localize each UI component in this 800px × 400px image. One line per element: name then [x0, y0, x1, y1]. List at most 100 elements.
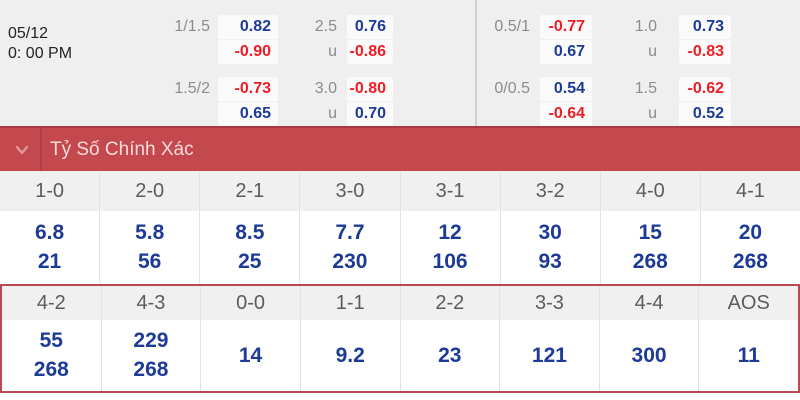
- score-column: 2-1 8.5 25: [200, 171, 301, 284]
- odds-value[interactable]: 9.2: [335, 343, 365, 367]
- score-odds-cell[interactable]: 12 106: [400, 211, 500, 284]
- score-label: 4-1: [700, 171, 800, 211]
- odds-value[interactable]: 14: [238, 343, 263, 367]
- odds-value[interactable]: 8.5: [235, 221, 265, 244]
- odds-line-label: u: [328, 105, 337, 122]
- odds-value[interactable]: 268: [732, 250, 768, 273]
- score-odds-cell[interactable]: 23: [400, 320, 500, 391]
- score-odds-cell[interactable]: 8.5 25: [200, 211, 300, 284]
- odds-value[interactable]: 5.8: [135, 221, 165, 244]
- score-column: 3-0 7.7 230: [300, 171, 401, 284]
- score-odds-cell[interactable]: 300: [599, 320, 699, 391]
- correct-score-table-bottom: 4-2 55 268 4-3 229 268 0-0 14 1-1 9.2: [2, 286, 798, 391]
- odds-value[interactable]: 0.76: [347, 15, 393, 39]
- odds-value[interactable]: 56: [138, 250, 162, 273]
- score-label: 1-0: [0, 171, 100, 211]
- odds-value[interactable]: 15: [638, 221, 662, 244]
- odds-value[interactable]: 0.70: [347, 102, 393, 126]
- match-time: 0: 00 PM: [8, 45, 73, 62]
- score-column: 4-3 229 268: [101, 286, 202, 391]
- odds-value[interactable]: 21: [37, 250, 62, 273]
- odds-value[interactable]: 300: [631, 343, 667, 367]
- score-column: 1-1 9.2: [300, 286, 401, 391]
- score-label: 3-0: [300, 171, 400, 211]
- score-column: 4-2 55 268: [2, 286, 102, 391]
- score-odds-cell[interactable]: 55 268: [2, 320, 101, 391]
- odds-value[interactable]: 0.67: [540, 40, 592, 64]
- odds-row: 0.65: [148, 102, 278, 126]
- odds-value[interactable]: 0.65: [218, 102, 278, 126]
- odds-row: 2.5 0.76: [297, 15, 393, 39]
- odds-value[interactable]: 0.82: [218, 15, 278, 39]
- odds-value[interactable]: 0.52: [679, 102, 731, 126]
- odds-line-label: 0/0.5: [494, 80, 530, 97]
- odds-value[interactable]: 229: [133, 329, 169, 352]
- odds-value[interactable]: 20: [738, 221, 763, 244]
- odds-row: 0/0.5 0.54: [468, 77, 592, 101]
- odds-value[interactable]: -0.80: [347, 77, 393, 101]
- score-odds-cell[interactable]: 7.7 230: [300, 211, 400, 284]
- section-header-correct-score[interactable]: Tỷ Số Chính Xác: [0, 126, 800, 171]
- odds-value[interactable]: 268: [133, 358, 169, 381]
- odds-value[interactable]: 12: [438, 221, 462, 244]
- score-column: 0-0 14: [201, 286, 301, 391]
- odds-column-over-under-full: 2.5 0.76 u -0.86 3.0 -0.80 u 0.70: [297, 15, 393, 127]
- odds-value[interactable]: 0.54: [540, 77, 592, 101]
- score-label: 2-0: [100, 171, 200, 211]
- score-odds-cell[interactable]: 9.2: [300, 320, 400, 391]
- odds-value[interactable]: 0.73: [679, 15, 731, 39]
- section-title: Tỷ Số Chính Xác: [50, 138, 194, 160]
- odds-value[interactable]: 11: [737, 343, 760, 367]
- chevron-down-icon[interactable]: [13, 141, 31, 159]
- section-bar-divider: [40, 128, 42, 171]
- odds-value[interactable]: -0.83: [679, 40, 731, 64]
- odds-value[interactable]: 121: [531, 343, 567, 367]
- odds-line-label: 1.0: [634, 18, 657, 35]
- score-odds-cell[interactable]: 121: [500, 320, 599, 391]
- odds-value[interactable]: -0.73: [218, 77, 278, 101]
- odds-value[interactable]: 230: [332, 250, 368, 273]
- score-odds-cell[interactable]: 11: [699, 320, 798, 391]
- score-column: AOS 11: [699, 286, 798, 391]
- odds-value[interactable]: 55: [39, 329, 63, 352]
- odds-value[interactable]: 6.8: [34, 221, 65, 244]
- odds-value[interactable]: -0.86: [347, 40, 393, 64]
- odds-row: 0.67: [468, 40, 592, 64]
- score-label: AOS: [699, 286, 798, 320]
- odds-line-label: 1.5: [634, 80, 657, 97]
- odds-value[interactable]: 25: [238, 250, 262, 273]
- odds-value[interactable]: 268: [33, 358, 69, 381]
- score-odds-cell[interactable]: 30 93: [500, 211, 600, 284]
- score-odds-cell[interactable]: 6.8 21: [0, 211, 100, 284]
- odds-line-label: u: [648, 105, 657, 122]
- score-odds-cell[interactable]: 14: [201, 320, 300, 391]
- odds-value[interactable]: 30: [538, 221, 562, 244]
- score-label: 4-2: [2, 286, 101, 320]
- score-label: 3-3: [500, 286, 599, 320]
- odds-row: u 0.52: [605, 102, 731, 126]
- odds-value[interactable]: 93: [538, 250, 562, 273]
- odds-row: u -0.86: [297, 40, 393, 64]
- score-column: 4-1 20 268: [700, 171, 800, 284]
- odds-value[interactable]: -0.77: [540, 15, 592, 39]
- odds-value[interactable]: -0.90: [218, 40, 278, 64]
- score-label: 4-3: [101, 286, 201, 320]
- match-datetime: 05/12 0: 00 PM: [8, 24, 72, 64]
- score-odds-cell[interactable]: 229 268: [101, 320, 201, 391]
- odds-value[interactable]: 268: [632, 250, 668, 273]
- odds-value[interactable]: 106: [432, 250, 468, 273]
- odds-board-divider: [475, 0, 477, 126]
- score-label: 3-1: [400, 171, 500, 211]
- score-column: 4-4 300: [599, 286, 700, 391]
- odds-line-label: 1.5/2: [174, 80, 210, 97]
- score-label: 2-1: [200, 171, 300, 211]
- odds-value[interactable]: 23: [438, 343, 462, 367]
- score-odds-cell[interactable]: 5.8 56: [100, 211, 200, 284]
- correct-score-table-bottom-frame: 4-2 55 268 4-3 229 268 0-0 14 1-1 9.2: [0, 284, 800, 393]
- odds-value[interactable]: -0.62: [679, 77, 731, 101]
- odds-row: 1.0 0.73: [605, 15, 731, 39]
- score-odds-cell[interactable]: 15 268: [600, 211, 700, 284]
- score-odds-cell[interactable]: 20 268: [700, 211, 800, 284]
- odds-value[interactable]: -0.64: [540, 102, 592, 126]
- odds-value[interactable]: 7.7: [335, 221, 365, 244]
